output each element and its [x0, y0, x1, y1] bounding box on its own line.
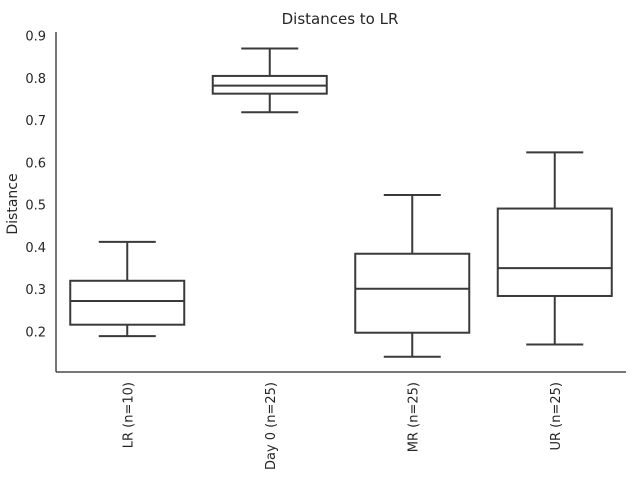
box-iqr [69, 279, 186, 326]
box-iqr [496, 207, 613, 297]
y-tick-label: 0.4 [25, 241, 46, 256]
y-axis-label: Distance [5, 173, 21, 234]
box-iqr [354, 252, 471, 334]
x-tick-label: UR (n=25) [549, 382, 564, 451]
y-tick-label: 0.6 [25, 156, 46, 171]
y-tick-label: 0.7 [25, 114, 46, 129]
y-tick-label: 0.2 [25, 325, 46, 340]
y-tick-label: 0.9 [25, 30, 46, 45]
y-tick-label: 0.3 [25, 283, 46, 298]
y-tick-label: 0.8 [25, 72, 46, 87]
x-tick-label: Day 0 (n=25) [264, 382, 279, 470]
x-tick-label: LR (n=10) [121, 382, 136, 448]
y-tick-label: 0.5 [25, 199, 46, 214]
chart-title: Distances to LR [282, 10, 399, 28]
x-tick-label: MR (n=25) [406, 382, 421, 452]
plot-area: 0.2 0.3 0.4 0.5 0.6 0.7 0.8 0.9 LR (n=10) Day 0 (… [25, 30, 626, 470]
